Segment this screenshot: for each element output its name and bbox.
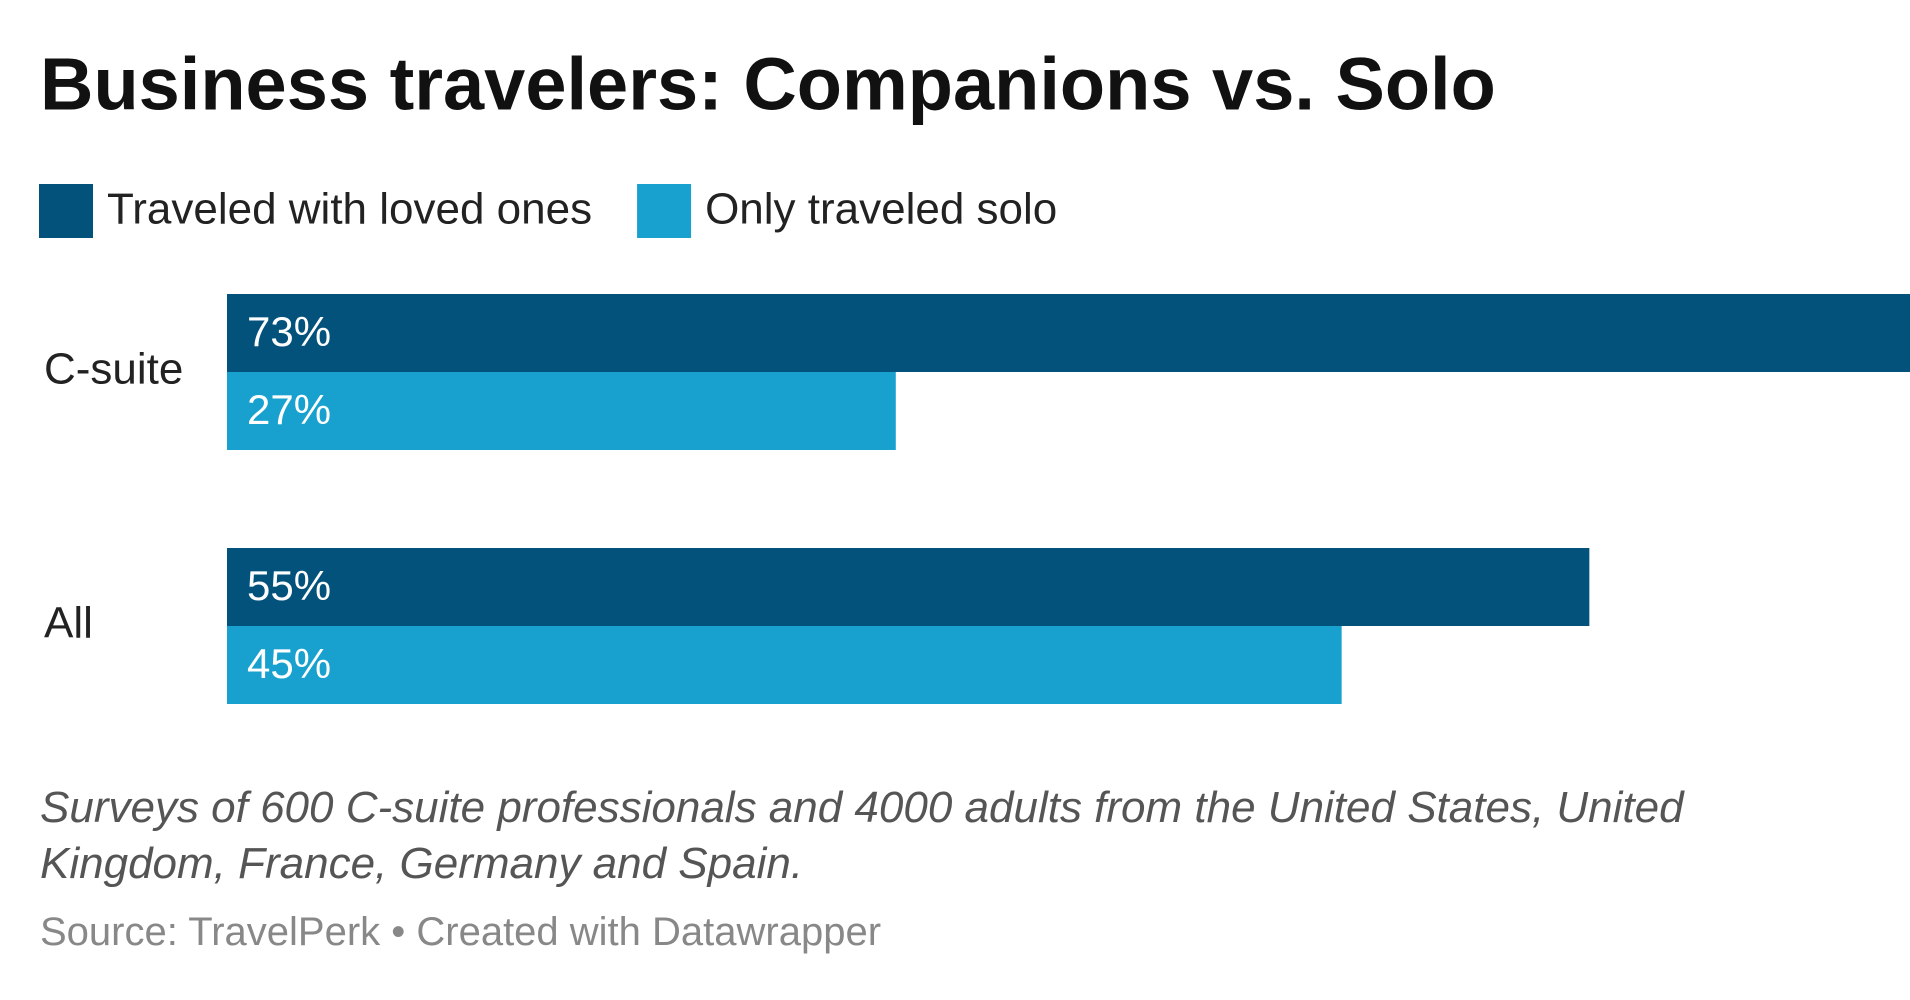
bar [227, 548, 1590, 626]
value-label: 55% [247, 562, 331, 609]
value-label: 73% [247, 308, 331, 355]
value-label: 45% [247, 640, 331, 687]
legend-label: Traveled with loved ones [107, 185, 592, 234]
category-label: C-suite [44, 345, 183, 394]
note: Surveys of 600 C-suite professionals and… [40, 783, 1684, 888]
legend-swatch [39, 184, 93, 238]
legend-label: Only traveled solo [705, 185, 1057, 234]
bar [227, 372, 896, 450]
value-label: 27% [247, 386, 331, 433]
bar [227, 626, 1342, 704]
source: Source: TravelPerk • Created with Datawr… [40, 910, 882, 954]
bar [227, 294, 1910, 372]
chart-title: Business travelers: Companions vs. Solo [40, 43, 1496, 126]
legend-swatch [637, 184, 692, 238]
chart: Business travelers: Companions vs. Solo … [39, 43, 1910, 704]
category-label: All [44, 599, 93, 648]
